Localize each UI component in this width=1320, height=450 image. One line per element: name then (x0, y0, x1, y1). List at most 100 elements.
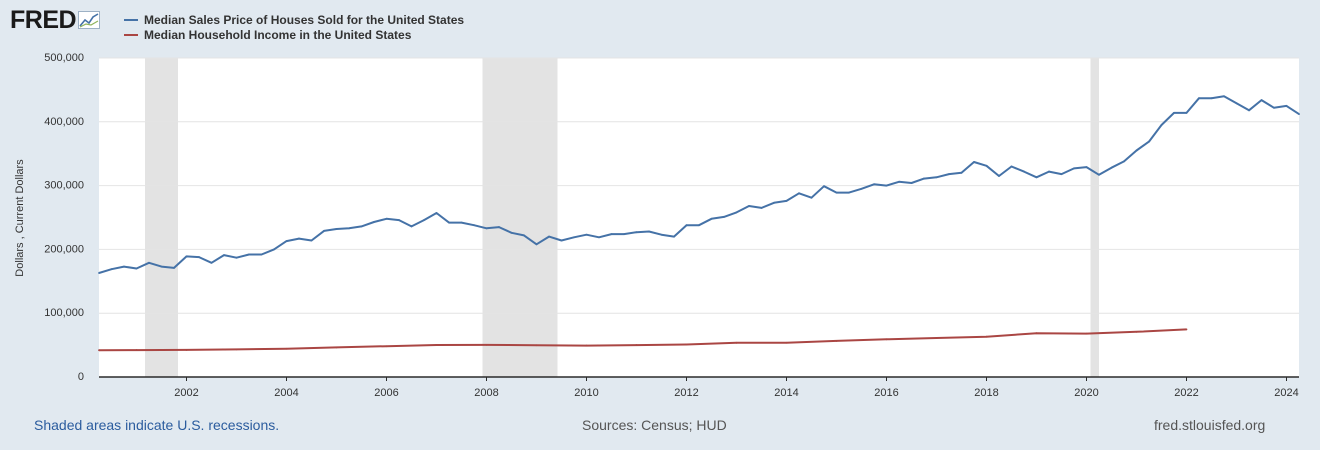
line-chart[interactable]: 0 100,000 200,000 300,000 400,000 500,000 2002… (0, 0, 1320, 410)
data-point (460, 221, 463, 224)
data-point (385, 345, 388, 348)
data-point (623, 233, 625, 235)
data-point (285, 240, 288, 243)
y-tick-label: 400,000 (44, 116, 84, 128)
data-point (685, 224, 688, 227)
data-point (285, 347, 288, 350)
x-tick-label: 2012 (674, 387, 698, 399)
recession-note: Shaded areas indicate U.S. recessions. (34, 417, 280, 433)
data-point (273, 248, 275, 251)
data-point (910, 182, 913, 184)
data-point (898, 180, 900, 183)
data-point (1298, 113, 1300, 116)
data-point (835, 191, 838, 194)
data-point (423, 219, 425, 221)
data-point (560, 239, 563, 242)
legend-label-house-price: Median Sales Price of Houses Sold for th… (144, 12, 465, 27)
data-point (935, 337, 938, 339)
x-tick-label: 2018 (974, 387, 998, 399)
fred-logo[interactable]: FRED (10, 6, 101, 34)
data-point (1185, 111, 1188, 114)
data-point (573, 236, 575, 239)
x-tick-label: 2022 (1174, 387, 1198, 399)
data-point (810, 196, 813, 199)
data-point (1235, 102, 1238, 105)
data-point (873, 183, 875, 186)
x-tick-label: 2010 (574, 387, 598, 399)
data-point (435, 212, 438, 214)
data-point (235, 348, 238, 351)
logo-text: FRED (10, 6, 77, 34)
data-point (510, 231, 513, 234)
data-point (785, 200, 788, 202)
data-point (1210, 97, 1213, 100)
data-point (198, 256, 200, 258)
legend-swatch-house-price (124, 18, 138, 21)
data-point (885, 338, 888, 341)
data-point (1273, 106, 1275, 109)
data-point (673, 235, 675, 238)
data-point (335, 228, 338, 230)
data-point (710, 217, 713, 220)
x-tick-label: 2002 (174, 387, 198, 399)
x-tick-label: 2004 (274, 387, 298, 399)
data-point (1010, 165, 1013, 168)
data-point (373, 221, 375, 223)
data-point (1223, 95, 1225, 98)
data-point (1198, 97, 1200, 100)
data-point (535, 344, 538, 347)
y-tick-label: 300,000 (44, 180, 84, 192)
data-point (748, 205, 750, 207)
chart-line-icon (78, 11, 101, 29)
data-point (523, 234, 525, 237)
data-point (823, 185, 825, 188)
data-point (235, 256, 238, 259)
plot-area (99, 58, 1299, 377)
data-point (435, 344, 438, 346)
data-point (848, 191, 850, 194)
data-point (698, 224, 700, 227)
x-tick-label: 2006 (374, 387, 398, 399)
data-point (635, 231, 638, 234)
data-point (685, 343, 688, 346)
data-point (1098, 173, 1100, 176)
data-point (1073, 167, 1075, 170)
data-point (735, 341, 738, 344)
data-point (548, 235, 550, 238)
data-point (473, 224, 475, 227)
site-link[interactable]: fred.stlouisfed.org (1154, 417, 1266, 433)
data-point (1160, 124, 1163, 126)
data-point (973, 161, 975, 163)
data-point (210, 261, 213, 264)
recession-band (482, 58, 558, 377)
data-point (1060, 173, 1063, 176)
legend-item-house-price[interactable]: Median Sales Price of Houses Sold for th… (124, 12, 464, 27)
x-tick-label: 2008 (474, 387, 498, 399)
data-point (448, 221, 450, 224)
x-tick-label: 2016 (874, 387, 898, 399)
recession-band (145, 58, 178, 377)
y-axis-label: Dollars , Current Dollars (14, 159, 26, 277)
legend-item-household-income[interactable]: Median Household Income in the United St… (124, 27, 464, 42)
data-point (985, 164, 988, 167)
data-point (585, 233, 588, 236)
data-point (298, 237, 300, 240)
recession-band (1090, 58, 1099, 377)
data-point (1085, 166, 1088, 168)
x-tick-label: 2024 (1274, 387, 1298, 399)
data-point (960, 171, 963, 174)
data-point (1110, 166, 1113, 169)
data-point (1035, 176, 1038, 179)
data-point (1023, 170, 1025, 173)
data-point (985, 335, 988, 338)
data-point (660, 233, 663, 236)
data-point (135, 267, 138, 270)
data-point (1048, 170, 1050, 173)
data-point (948, 173, 950, 176)
data-point (310, 239, 313, 242)
data-point (923, 177, 925, 180)
data-point (1173, 111, 1175, 114)
data-point (248, 253, 250, 256)
x-tick-label: 2020 (1074, 387, 1098, 399)
data-point (860, 187, 863, 190)
